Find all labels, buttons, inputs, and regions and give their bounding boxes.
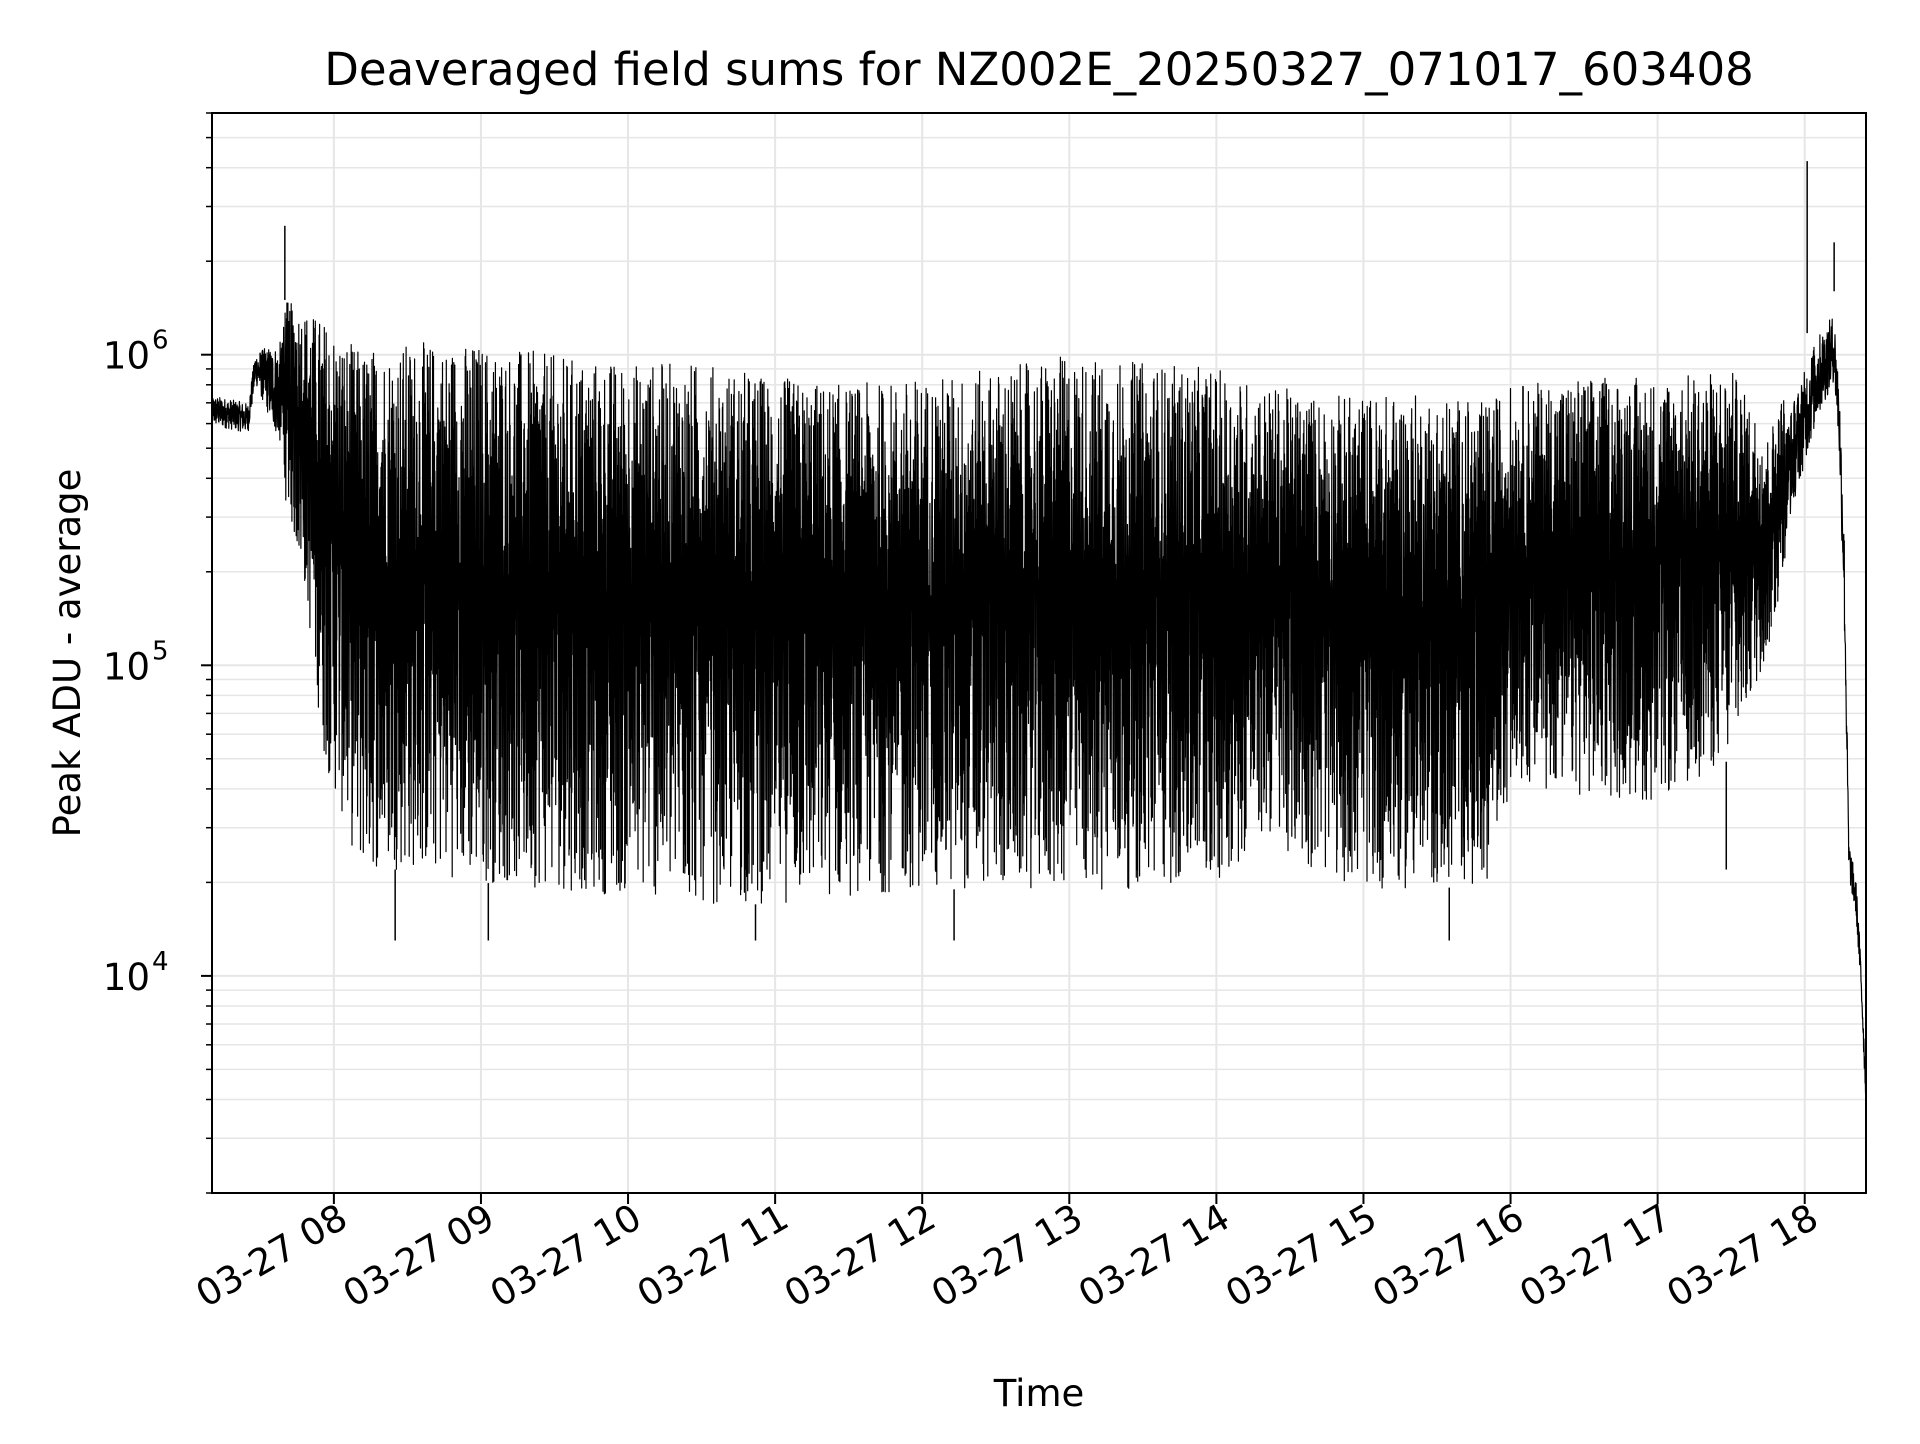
plot-frame (211, 112, 1867, 1194)
series-trace (212, 161, 1866, 1098)
x-axis-label: Time (993, 1372, 1085, 1415)
y-tick-label-exponent: 6 (152, 326, 169, 356)
series-line (212, 302, 1866, 1098)
y-tick-label: 10 (103, 645, 150, 688)
y-tick-label-exponent: 4 (152, 947, 169, 977)
y-tick-label: 10 (103, 956, 150, 999)
y-axis-label: Peak ADU - average (46, 469, 89, 838)
chart-title: Deaveraged field sums for NZ002E_2025032… (324, 43, 1753, 96)
y-tick-label-exponent: 5 (152, 636, 169, 666)
y-tick-label: 10 (103, 335, 150, 378)
